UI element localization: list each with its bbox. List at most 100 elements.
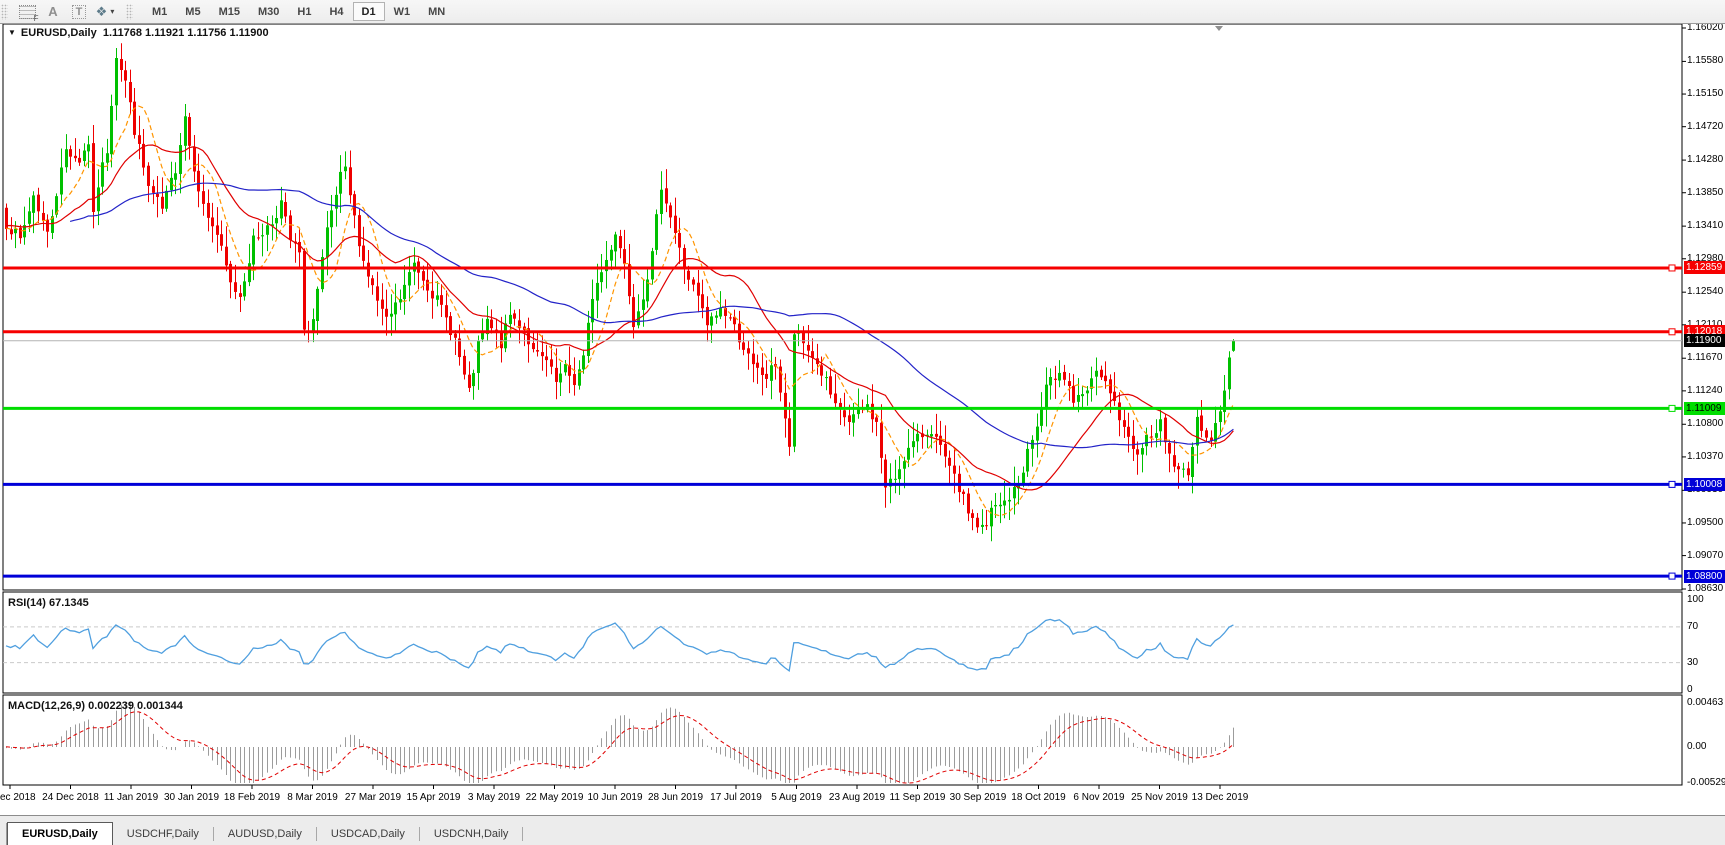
candle-body (532, 343, 535, 350)
candle-body (358, 215, 361, 247)
candle-body (367, 262, 370, 277)
candle-body (10, 229, 13, 235)
candle-body (605, 259, 608, 272)
timeframe-button-m15[interactable]: M15 (210, 2, 249, 21)
candle-body (170, 177, 173, 191)
candle-body (628, 264, 631, 297)
candle-body (788, 418, 791, 447)
candle-body (655, 214, 658, 250)
candle-body (179, 145, 182, 174)
candle-body (747, 348, 750, 354)
candle-body (596, 282, 599, 301)
fibonacci-grid-icon: F (18, 4, 39, 23)
chart-tab-usdcnh[interactable]: USDCNH,Daily (433, 828, 509, 840)
timeframe-button-h4[interactable]: H4 (320, 2, 352, 21)
arrow-text-tool-button[interactable]: A (40, 2, 66, 22)
candle-body (248, 263, 251, 283)
candle-body (568, 364, 571, 376)
candle-body (1100, 369, 1103, 378)
candle-body (207, 202, 210, 218)
candle-body (193, 147, 196, 172)
candle-body (376, 286, 379, 301)
candle-body (326, 227, 329, 258)
timeframe-button-mn[interactable]: MN (419, 2, 454, 21)
timeframe-button-h1[interactable]: H1 (288, 2, 320, 21)
hline-handle[interactable] (1668, 404, 1676, 412)
timeframe-button-d1[interactable]: D1 (352, 2, 385, 21)
chart-shift-marker[interactable] (1215, 26, 1223, 31)
candle-body (903, 461, 906, 469)
candle-body (500, 331, 503, 349)
candle-body (1159, 419, 1162, 432)
timeframe-group: M1 M5 M15 M30 H1 H4 D1 W1 MN (143, 2, 454, 21)
candle-body (106, 153, 109, 163)
hline-handle[interactable] (1668, 264, 1676, 272)
candle-body (165, 190, 168, 209)
text-box-icon: T (71, 4, 87, 19)
candle-body (5, 207, 8, 230)
candle-body (1214, 423, 1217, 442)
tab-separator (522, 827, 524, 841)
chart-tab-usdchf[interactable]: USDCHF,Daily (126, 828, 199, 840)
candle-body (536, 350, 539, 352)
candle-body (1123, 420, 1126, 427)
candle-body (220, 234, 223, 246)
candle-body (578, 369, 581, 386)
candle-body (962, 491, 965, 494)
chart-tab-usdcad[interactable]: USDCAD,Daily (330, 828, 405, 840)
candle-body (239, 293, 242, 297)
candle-body (1090, 378, 1093, 389)
timeframe-button-w1[interactable]: W1 (385, 2, 420, 21)
candle-body (894, 478, 897, 480)
candle-body (436, 295, 439, 300)
candle-body (1040, 407, 1043, 426)
text-label-tool-button[interactable]: T (66, 2, 92, 22)
hline-handle[interactable] (1668, 328, 1676, 336)
candle-body (1008, 499, 1011, 502)
candle-body (312, 319, 315, 334)
candle-body (1081, 394, 1084, 397)
candle-body (243, 281, 246, 297)
top-toolbar: F A T ❖ ▾ M1 M5 M15 M30 H1 H4 D1 W1 MN (0, 0, 1725, 24)
candle-body (1003, 500, 1006, 506)
hline-handle[interactable] (1668, 572, 1676, 580)
candle-body (848, 415, 851, 422)
candle-body (97, 187, 100, 212)
candle-body (642, 299, 645, 310)
candle-body (793, 334, 796, 447)
timeframe-button-m1[interactable]: M1 (143, 2, 176, 21)
chart-tab-audusd[interactable]: AUDUSD,Daily (227, 828, 302, 840)
candle-body (124, 70, 127, 81)
candle-body (889, 478, 892, 487)
candle-body (266, 225, 269, 235)
candle-body (875, 417, 878, 422)
toolbar-drag-handle[interactable] (126, 3, 133, 20)
candle-body (678, 232, 681, 248)
candle-body (202, 191, 205, 204)
candle-body (440, 295, 443, 305)
candle-body (1136, 449, 1139, 455)
candle-body (994, 505, 997, 507)
candle-body (715, 315, 718, 318)
candle-body (271, 224, 274, 227)
candle-body (284, 202, 287, 217)
candle-body (1150, 436, 1153, 438)
fibonacci-tool-button[interactable]: F (14, 2, 40, 23)
candle-body (335, 194, 338, 209)
chart-tab-eurusd[interactable]: EURUSD,Daily (7, 822, 113, 845)
candle-body (843, 410, 846, 418)
candle-body (1182, 468, 1185, 470)
candle-body (1045, 384, 1048, 409)
timeframe-button-m30[interactable]: M30 (249, 2, 288, 21)
hline-handle[interactable] (1668, 480, 1676, 488)
toolbar-drag-handle[interactable] (1, 3, 8, 20)
timeframe-button-m5[interactable]: M5 (176, 2, 209, 21)
arrow-style-tool-button[interactable]: ❖ ▾ (92, 2, 118, 22)
candle-body (632, 297, 635, 328)
candle-body (555, 367, 558, 382)
candle-body (701, 294, 704, 309)
candle-body (518, 320, 521, 329)
candle-body (147, 165, 150, 186)
candle-body (706, 306, 709, 326)
